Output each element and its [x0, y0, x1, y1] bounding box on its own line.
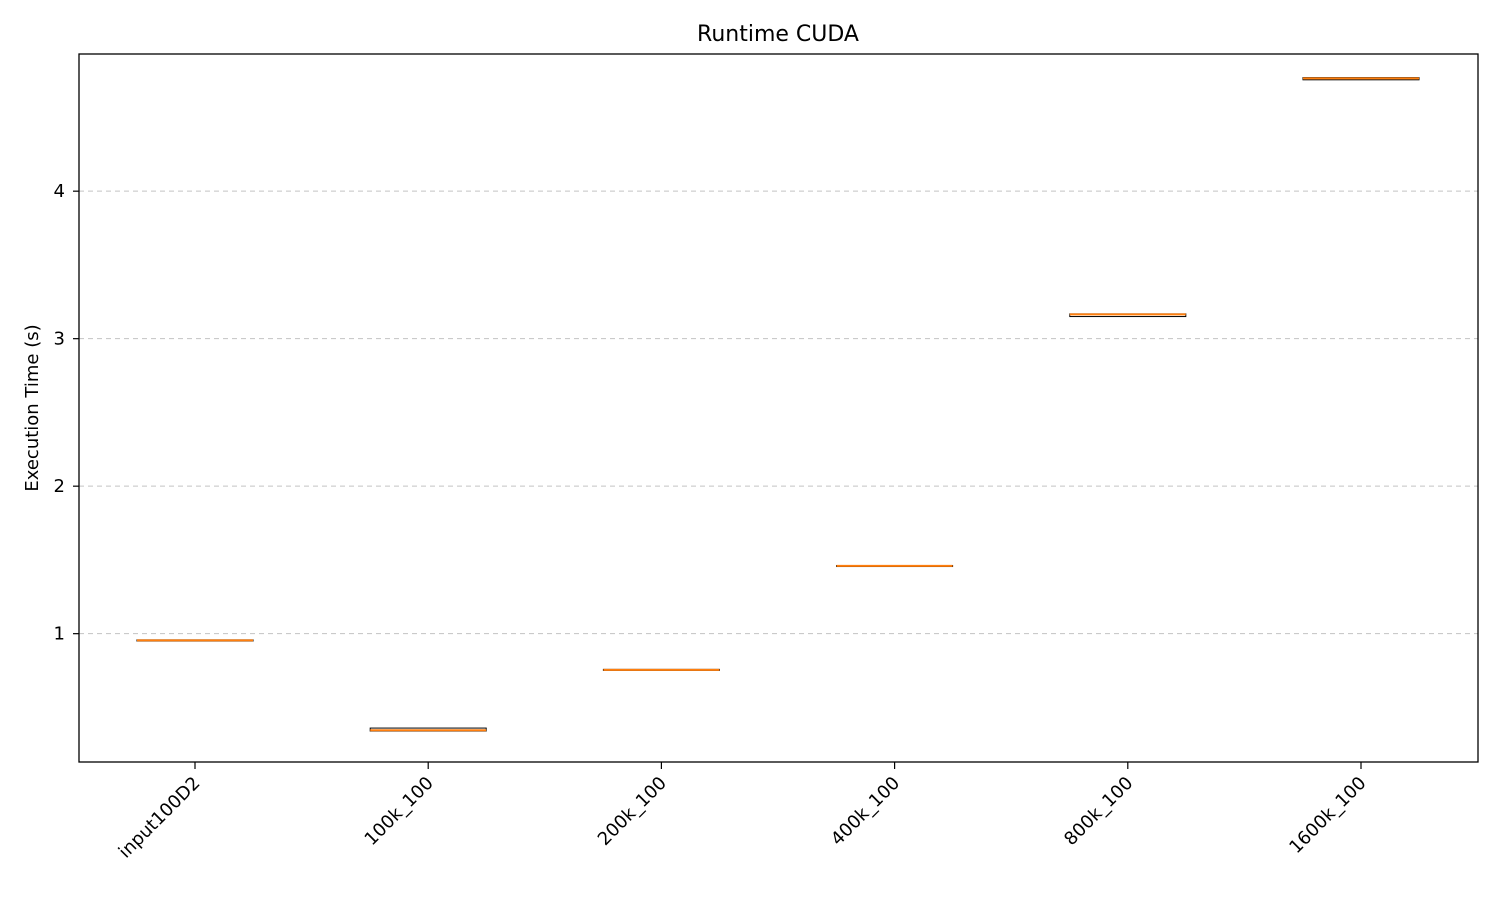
- x-tick-label: 100k_100: [361, 773, 438, 850]
- y-axis-title: Execution Time (s): [22, 324, 43, 491]
- x-tick-label: 800k_100: [1060, 773, 1137, 850]
- axes: 1 2 3 4 input100D2 100k_100 200k_100 400k_100 80…: [54, 53, 1479, 863]
- plot-frame: [78, 53, 1479, 763]
- y-tick-label: 1: [54, 624, 65, 645]
- chart-title: Runtime CUDA: [697, 22, 859, 47]
- x-tick-label: input100D2: [115, 773, 205, 863]
- y-tick-label: 2: [54, 476, 65, 497]
- x-tick-label: 200k_100: [594, 773, 671, 850]
- y-tick-label: 4: [54, 181, 65, 202]
- y-tick-label: 3: [54, 329, 65, 350]
- x-tick-label: 1600k_100: [1285, 773, 1370, 858]
- x-tick-label: 400k_100: [827, 773, 904, 850]
- grid-lines: [79, 190, 1478, 635]
- box-marks: [136, 77, 1420, 732]
